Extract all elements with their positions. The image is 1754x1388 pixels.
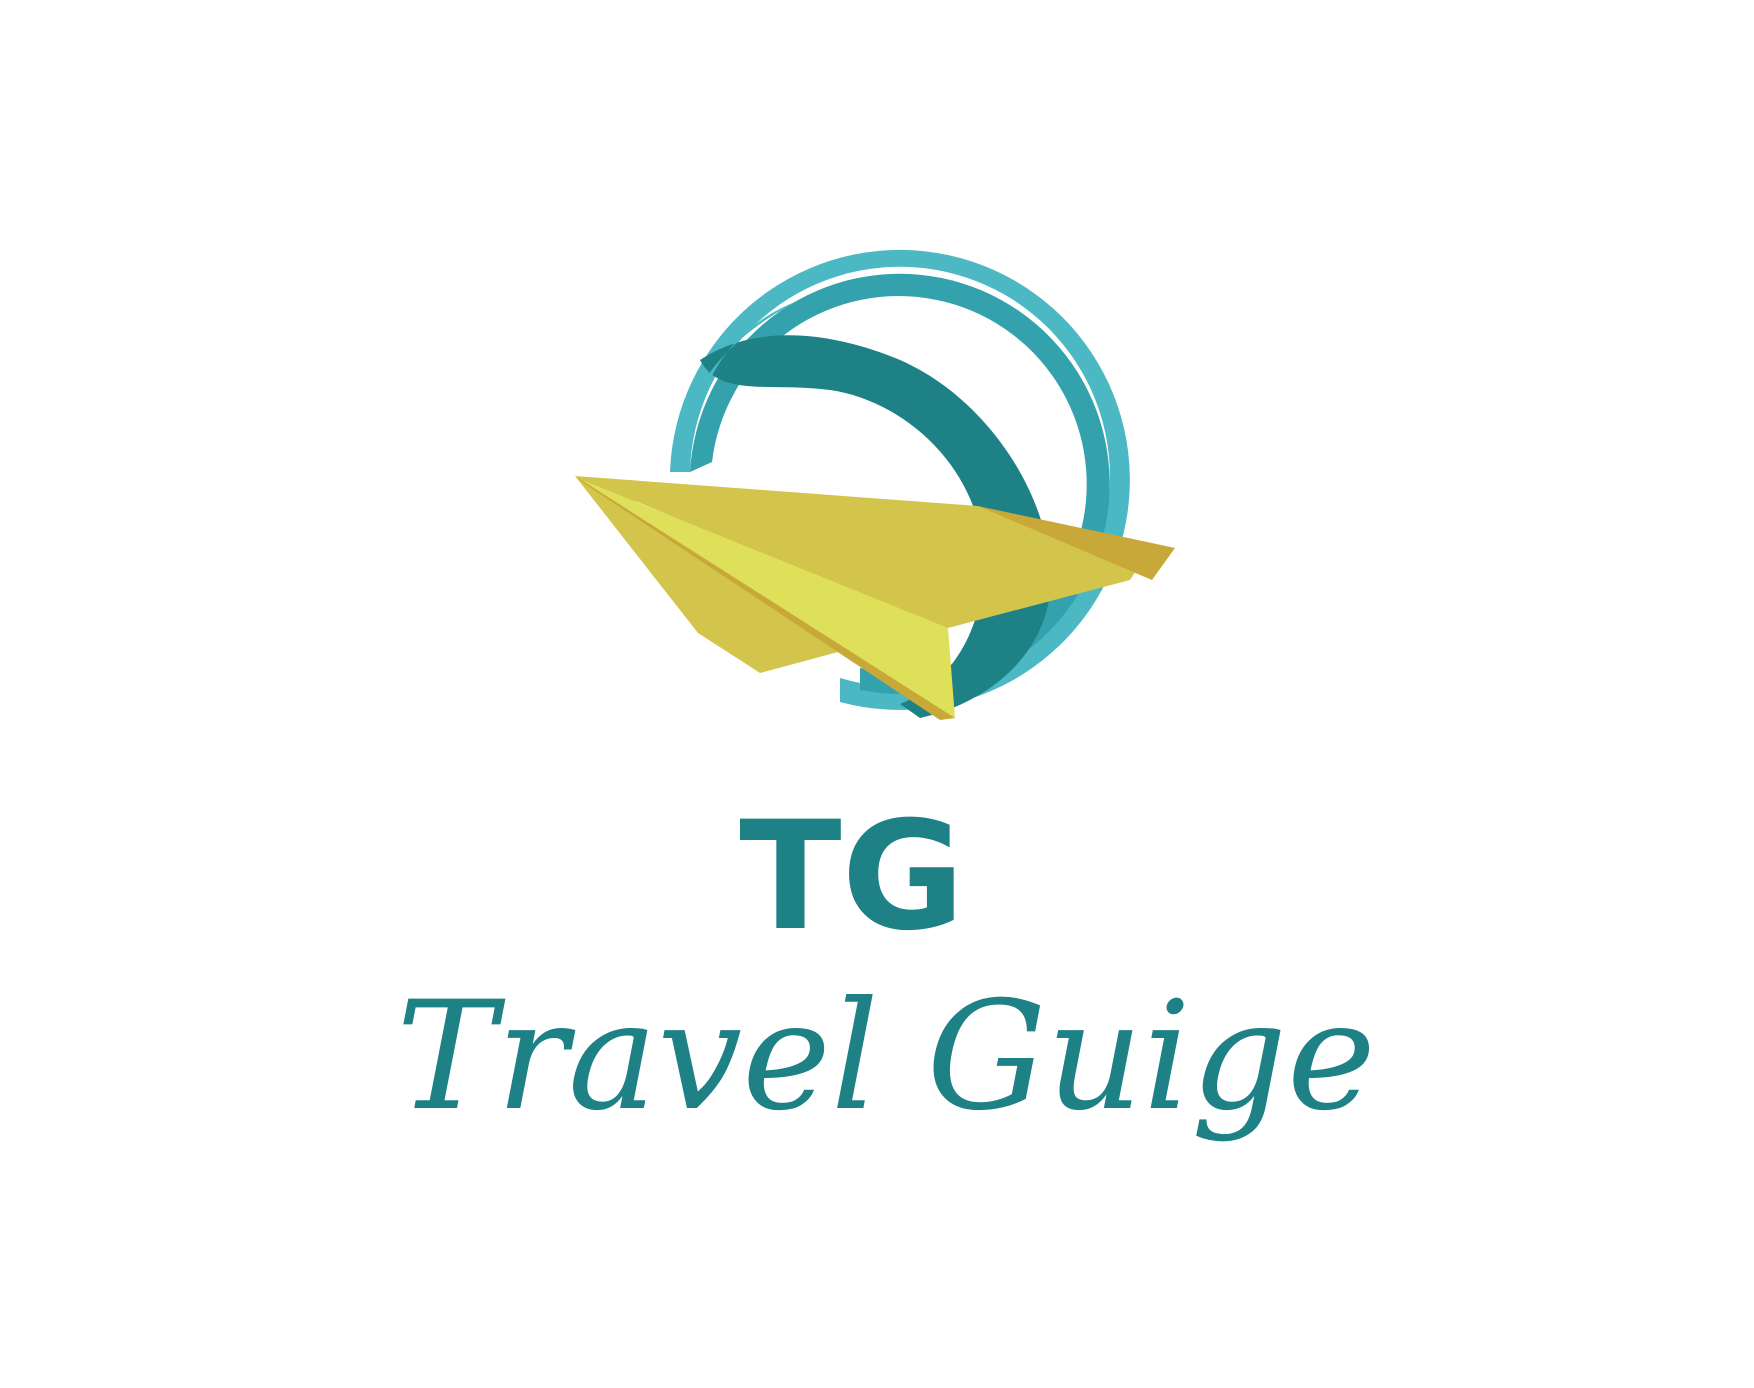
wordmark-text: Travel Guige [396, 970, 1376, 1144]
paper-plane-icon [575, 476, 1175, 720]
swoosh-tail [670, 300, 800, 472]
plane-crease [575, 476, 955, 720]
plane-rear-wing [575, 476, 838, 673]
plane-tip-shadow [978, 506, 1175, 580]
monogram-text: TG [739, 790, 964, 964]
swoosh-icon [670, 249, 1130, 718]
swoosh-inner-band [700, 335, 1052, 718]
plane-center-fold [582, 480, 955, 718]
